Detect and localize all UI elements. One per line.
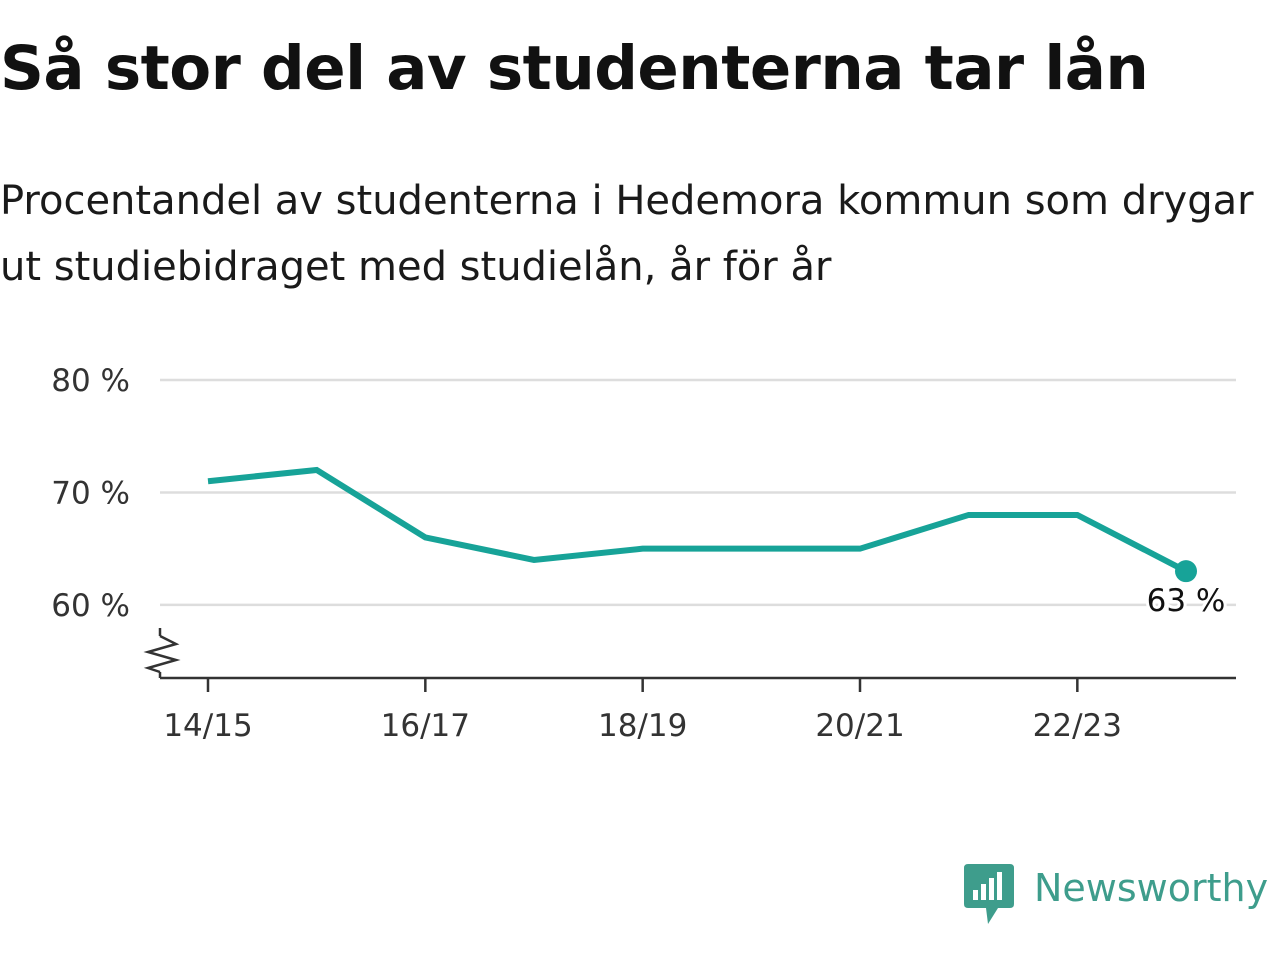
series-line [207, 466, 1188, 574]
y-tick-label: 60 % [51, 588, 130, 624]
brand-logo: Newsworthy [964, 864, 1268, 928]
x-tick-label: 14/15 [163, 708, 252, 744]
series-group: 63 % [207, 466, 1228, 622]
x-tick-label: 18/19 [598, 708, 687, 744]
last-value-label: 63 % [1147, 583, 1226, 619]
brand-name: Newsworthy [1034, 866, 1269, 910]
y-tick-label: 80 % [51, 363, 130, 399]
y-axis-labels: 60 % 70 % 80 % [51, 363, 130, 624]
y-axis-break-marker [143, 634, 181, 674]
chart-title: Så stor del av studenterna tar lån [0, 33, 1149, 104]
y-tick-label: 70 % [51, 475, 130, 511]
newsworthy-logo-icon [964, 864, 1014, 924]
gridlines [160, 378, 1236, 607]
last-value-point [1175, 560, 1197, 583]
x-tick-label: 22/23 [1033, 708, 1122, 744]
x-axis [143, 628, 1236, 692]
x-axis-labels: 14/15 16/17 18/19 20/21 22/23 [163, 708, 1122, 744]
chart-subtitle: Procentandel av studenterna i Hedemora k… [0, 178, 1254, 290]
x-tick-label: 20/21 [815, 708, 904, 744]
x-tick-label: 16/17 [381, 708, 470, 744]
